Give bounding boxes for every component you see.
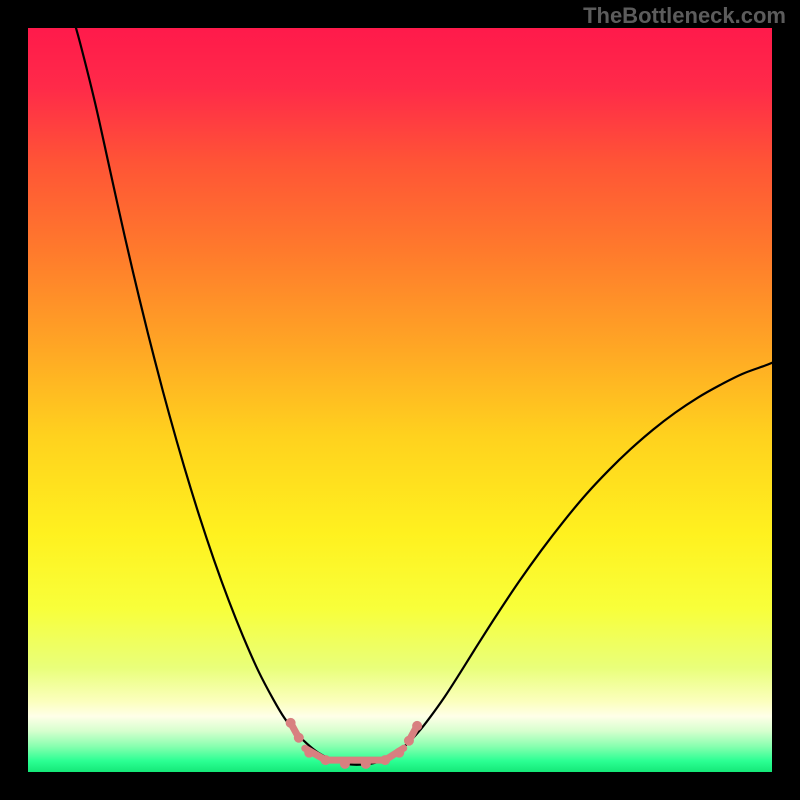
bottom-marker-dot xyxy=(286,718,296,728)
chart-frame: TheBottleneck.com xyxy=(0,0,800,800)
bottom-marker-dot xyxy=(294,733,304,743)
chart-svg xyxy=(28,28,772,772)
bottom-marker-dot xyxy=(394,748,404,758)
bottom-marker-dot xyxy=(361,759,371,769)
plot-area xyxy=(28,28,772,772)
bottom-marker-dot xyxy=(321,755,331,765)
bottom-marker-dot xyxy=(380,755,390,765)
watermark-text: TheBottleneck.com xyxy=(583,3,786,29)
bottom-marker-dot xyxy=(404,736,414,746)
bottom-marker-dot xyxy=(304,748,314,758)
bottom-marker-dot xyxy=(340,759,350,769)
bottom-marker-dot xyxy=(412,721,422,731)
